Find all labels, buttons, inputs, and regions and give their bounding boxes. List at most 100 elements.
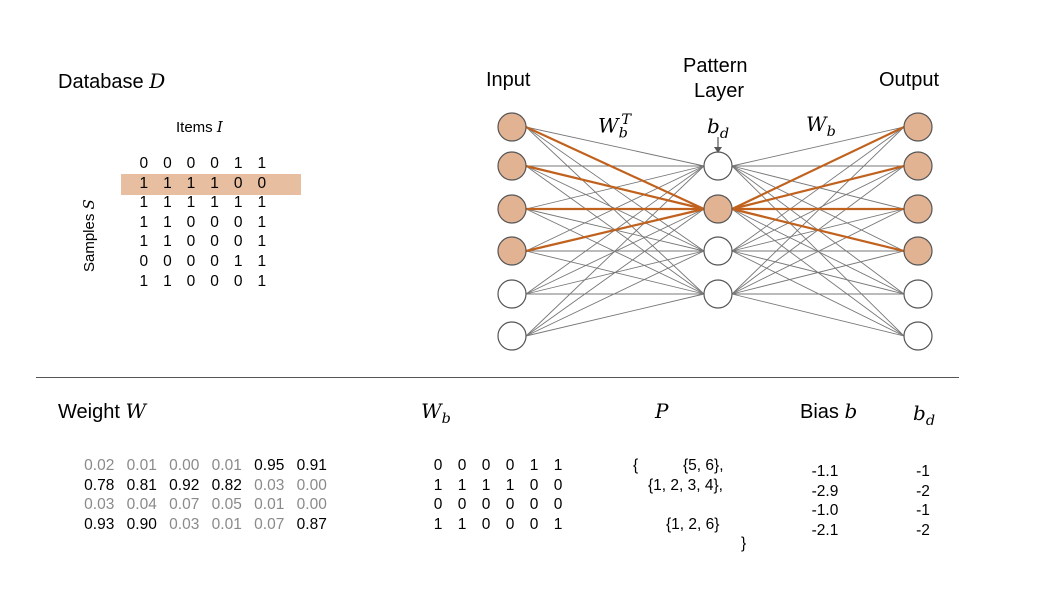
weight-row: 0.93 0.90 0.03 0.01 0.07 0.87 (78, 516, 333, 534)
pattern-output-edge (731, 126, 905, 252)
database-cell: 1 (163, 233, 172, 251)
database-cell: 0 (186, 233, 196, 251)
database-cell: 1 (210, 174, 219, 192)
bd-value: -2 (916, 482, 930, 500)
database-cell: 1 (233, 155, 243, 172)
database-cell: 1 (210, 194, 219, 212)
left-weight-symbol: WbT (598, 112, 631, 142)
pattern-output-edge (731, 126, 905, 295)
input-pattern-edge (525, 126, 705, 167)
database-cell: 0 (233, 213, 243, 231)
patterns-title: P (655, 399, 669, 423)
database-cell: 0 (210, 233, 219, 251)
input-layer-label: Input (486, 69, 531, 91)
pattern-layer-label-line2: Layer (694, 80, 745, 102)
input-pattern-edge-active (525, 164, 705, 211)
bias-value: -1.0 (811, 502, 839, 520)
database-cell: 0 (186, 213, 196, 231)
wb-cell: 1 (553, 457, 563, 474)
database-cell: 1 (257, 213, 267, 231)
wb-cell: 1 (553, 515, 563, 533)
weight-cell: 0.87 (296, 515, 327, 533)
weight-cell: 0.92 (169, 476, 200, 494)
database-cell: 1 (257, 253, 267, 270)
bd-title: bd (913, 401, 936, 430)
database-cell: 1 (163, 194, 172, 212)
database-cell: 1 (139, 272, 149, 290)
wb-cell: 0 (553, 496, 563, 514)
weight-cell: 0.01 (126, 457, 157, 474)
output-node (903, 236, 933, 266)
database-cell: 0 (210, 155, 219, 172)
wb-cell: 0 (529, 476, 539, 494)
pattern-output-edge (731, 208, 905, 295)
weight-cell: 0.00 (169, 457, 200, 474)
wb-cell: 0 (481, 496, 491, 514)
database-cell: 1 (139, 194, 149, 212)
patterns-open-brace: { (633, 457, 639, 474)
weight-cell: 0.95 (254, 457, 285, 474)
input-pattern-edge (525, 126, 705, 295)
input-node (497, 321, 527, 351)
pattern-output-edge (731, 293, 905, 337)
input-pattern-edge (525, 250, 705, 337)
wb-cell: 0 (529, 515, 539, 533)
input-pattern-edge (525, 208, 705, 337)
weight-row: 0.78 0.81 0.92 0.82 0.03 0.00 (78, 477, 333, 495)
bias-title: Bias b (800, 399, 858, 423)
weight-cell: 0.07 (254, 515, 285, 533)
weight-cell: 0.91 (296, 457, 327, 474)
wb-cell: 0 (457, 457, 467, 474)
wb-cell: 0 (481, 457, 491, 474)
pattern-node (703, 194, 733, 224)
output-node (903, 321, 933, 351)
input-node (497, 194, 527, 224)
input-node (497, 151, 527, 181)
database-cell: 0 (186, 253, 196, 270)
wb-title: Wb (421, 399, 451, 428)
input-pattern-edge-active (525, 207, 705, 253)
bias-value: -2.1 (811, 521, 839, 539)
database-cell: 1 (257, 272, 267, 290)
weight-cell: 0.04 (126, 496, 157, 514)
weight-cell: 0.01 (254, 496, 285, 514)
output-node (903, 112, 933, 142)
input-pattern-edge-active (525, 126, 705, 210)
weight-title: Weight W (58, 399, 147, 423)
bias-value: -2.9 (811, 482, 839, 500)
database-cell: 0 (233, 233, 243, 251)
weight-cell: 0.90 (126, 515, 157, 533)
pattern-item: {5, 6}, (683, 457, 724, 474)
database-cell: 1 (233, 253, 243, 270)
input-pattern-edge (525, 126, 705, 252)
wb-cell: 1 (457, 476, 467, 494)
database-cell: 1 (139, 174, 149, 192)
wb-cell: 1 (529, 457, 539, 474)
wb-cell: 0 (529, 496, 539, 514)
database-cell: 1 (257, 233, 267, 251)
database-cell: 0 (210, 213, 219, 231)
wb-cell: 0 (433, 457, 443, 474)
database-cell: 1 (186, 174, 196, 192)
section-divider (36, 377, 959, 378)
database-cell: 0 (186, 155, 196, 172)
database-cell: 0 (233, 174, 243, 192)
database-cell: 1 (233, 194, 243, 212)
wb-cell: 1 (433, 476, 443, 494)
pattern-layer-label-line1: Pattern (683, 55, 748, 77)
pattern-item: {1, 2, 6} (666, 515, 720, 533)
database-cell: 1 (257, 155, 267, 172)
pattern-output-edge (731, 250, 905, 337)
weight-cell: 0.03 (169, 515, 200, 533)
weight-cell: 0.05 (211, 496, 242, 514)
input-node (497, 112, 527, 142)
weight-cell: 0.00 (296, 496, 327, 514)
weight-cell: 0.01 (211, 515, 242, 533)
